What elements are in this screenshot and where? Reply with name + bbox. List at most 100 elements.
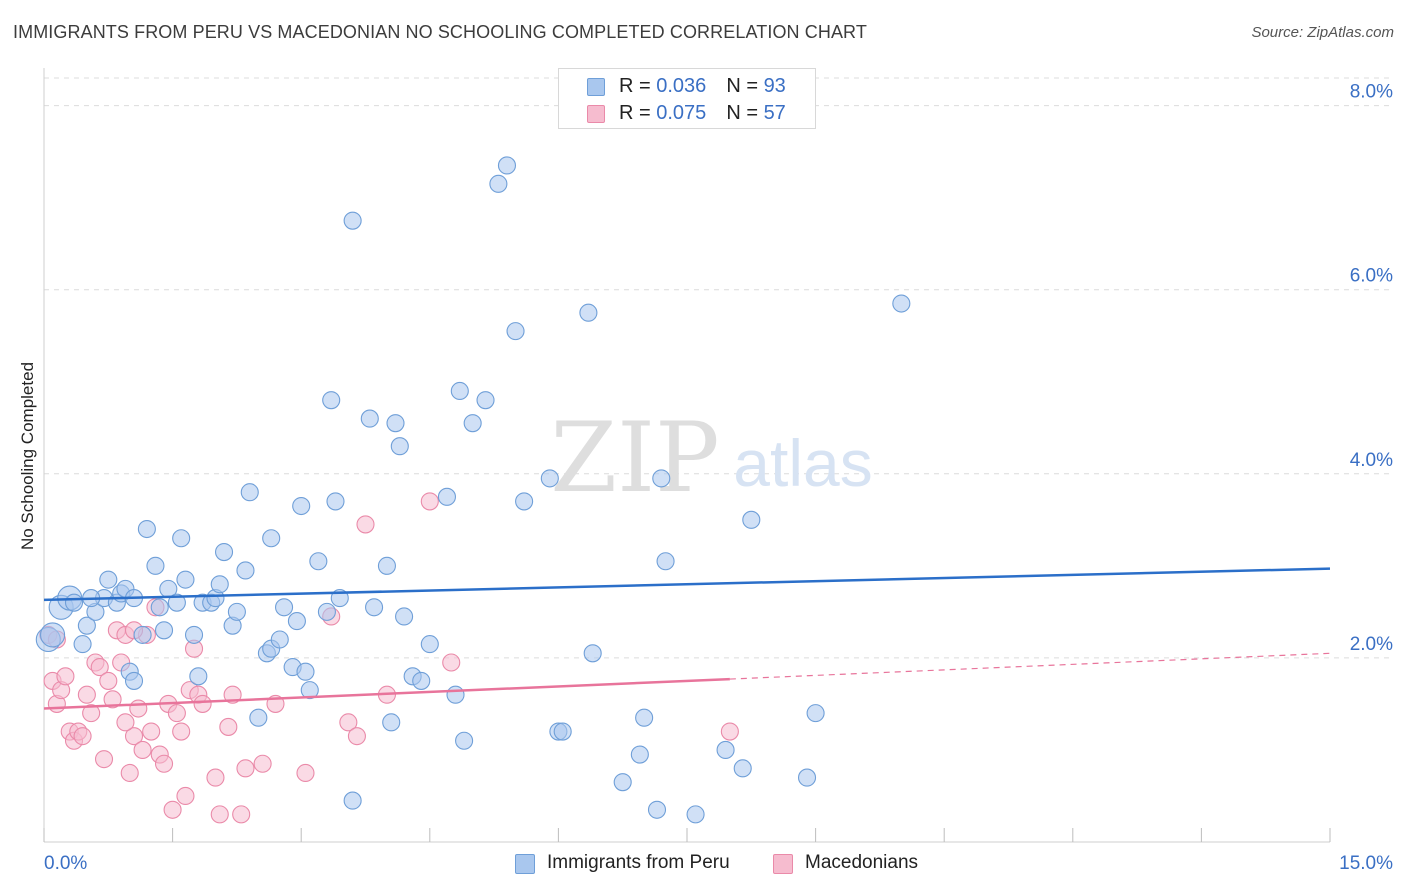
peru-point <box>146 556 165 575</box>
peru-point <box>515 492 534 511</box>
macedonian-point <box>296 763 315 783</box>
peru-point <box>124 671 144 690</box>
y-tick-label: 8.0% <box>1350 82 1393 103</box>
macedonian-point <box>142 722 161 741</box>
legend-peru-swatch <box>515 854 535 874</box>
peru-point <box>210 575 229 594</box>
macedonian-point <box>232 805 251 824</box>
peru-point <box>343 211 362 230</box>
peru-point <box>583 644 602 663</box>
peru-point <box>613 773 632 792</box>
macedonian-point <box>219 717 238 736</box>
peru-point <box>176 570 195 589</box>
peru-n-value: 93 <box>763 75 786 97</box>
macedonian-point <box>82 704 101 723</box>
peru-r-value: 0.036 <box>656 75 707 97</box>
macedonian-point <box>116 713 135 732</box>
chart-title: IMMIGRANTS FROM PERU VS MACEDONIAN NO SC… <box>13 22 867 42</box>
peru-point <box>797 768 817 787</box>
peru-point <box>99 570 118 589</box>
peru-r-label: R = <box>619 75 657 97</box>
peru-point <box>455 731 474 750</box>
macedonian-point <box>176 786 195 806</box>
peru-point <box>382 713 401 732</box>
macedonian-point <box>73 727 92 746</box>
macedonian-point <box>420 492 439 511</box>
peru-point <box>40 622 66 648</box>
mac-n-value: 57 <box>763 102 786 124</box>
peru-point <box>275 598 294 617</box>
peru-point <box>189 667 208 686</box>
mac-r-label: R = <box>619 102 657 124</box>
legend-macedonians-swatch <box>773 854 793 874</box>
peru-n-label: N = <box>726 75 764 97</box>
legend-macedonians-label: Macedonians <box>805 852 919 873</box>
peru-point <box>540 469 559 488</box>
peru-point <box>292 496 311 516</box>
peru-point <box>309 552 328 571</box>
peru-point <box>497 156 517 175</box>
peru-point <box>630 745 649 764</box>
macedonian-point <box>356 515 375 534</box>
peru-point <box>806 704 825 723</box>
peru-point <box>635 708 654 727</box>
y-tick-label: 4.0% <box>1350 450 1393 471</box>
peru-point <box>64 593 84 612</box>
peru-point <box>270 630 289 649</box>
watermark-atlas: atlas <box>733 426 872 500</box>
peru-point <box>390 437 409 456</box>
macedonian-point <box>163 800 182 819</box>
peru-point <box>463 414 482 433</box>
peru-point <box>249 708 268 727</box>
peru-point <box>167 593 186 612</box>
macedonian-point <box>90 658 109 677</box>
peru-point <box>450 381 469 401</box>
macedonian-point <box>172 722 191 741</box>
macedonian-point <box>167 704 186 723</box>
peru-point <box>77 616 96 635</box>
peru-point <box>652 469 671 488</box>
peru-point <box>892 294 911 313</box>
macedonian-point <box>103 690 122 709</box>
peru-point <box>137 519 156 539</box>
peru-point <box>365 598 384 617</box>
peru-point <box>133 625 152 644</box>
macedonian-point <box>120 763 139 783</box>
macedonian-point <box>133 740 152 760</box>
peru-point <box>377 556 396 575</box>
y-axis-label: No Schooling Completed <box>18 361 37 551</box>
macedonian-point <box>347 727 366 746</box>
peru-trend-line <box>43 567 1331 602</box>
peru-point <box>656 552 675 571</box>
macedonian-point <box>193 694 212 713</box>
series-legend: Immigrants from Peru Macedonians <box>0 852 1406 876</box>
peru-point <box>437 487 456 506</box>
peru-point <box>489 174 508 193</box>
peru-swatch <box>587 78 605 96</box>
peru-point <box>360 409 379 428</box>
macedonian-point <box>77 685 96 704</box>
peru-point <box>322 391 341 410</box>
peru-points <box>35 156 911 824</box>
y-tick-label: 2.0% <box>1350 634 1393 655</box>
peru-point <box>300 681 319 700</box>
source-credit: Source: ZipAtlas.com <box>1251 24 1394 41</box>
macedonian-point <box>720 722 739 741</box>
axes <box>43 68 1331 843</box>
peru-point <box>446 685 465 704</box>
peru-point <box>553 722 572 741</box>
macedonian-point <box>154 754 174 773</box>
peru-point <box>154 621 174 640</box>
macedonian-point <box>339 713 358 732</box>
stats-legend: R = 0.036 N = 93 R = 0.075 N = 57 <box>558 68 816 129</box>
peru-point <box>686 805 705 824</box>
peru-point <box>386 414 405 433</box>
macedonian-point <box>253 754 272 773</box>
peru-point <box>647 800 667 819</box>
peru-point <box>395 607 414 626</box>
mac-r-value: 0.075 <box>656 102 707 124</box>
peru-point <box>742 510 761 529</box>
macedonians-trend-extension <box>729 652 1331 680</box>
peru-point <box>184 625 204 644</box>
